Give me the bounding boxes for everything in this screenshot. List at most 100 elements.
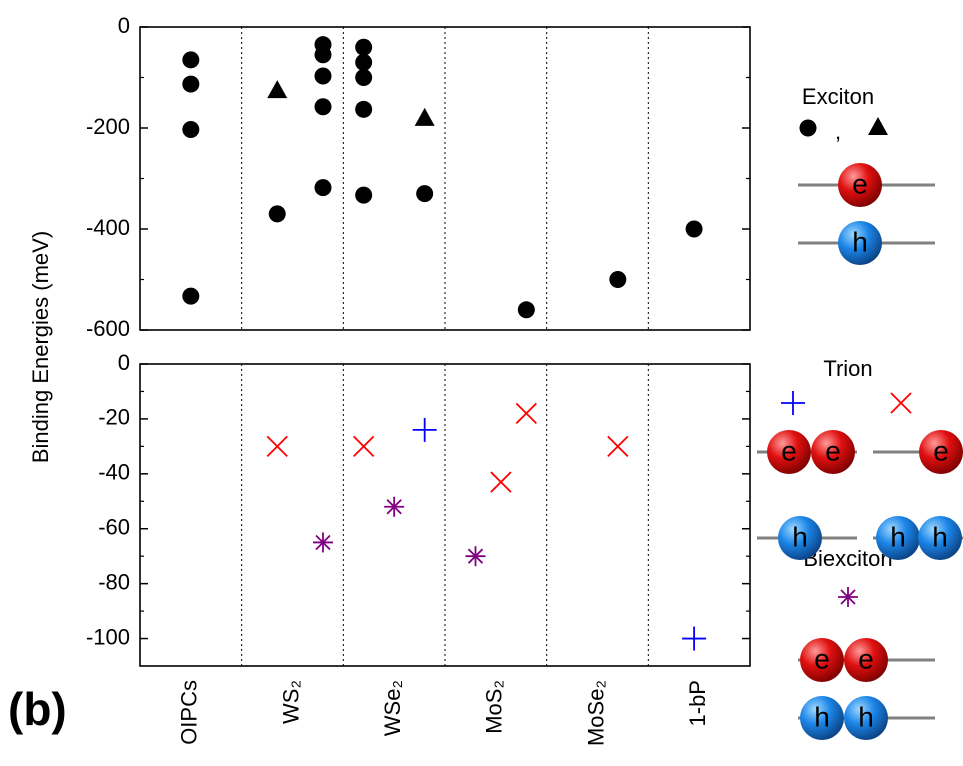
legend-title: Trion (823, 356, 872, 381)
marker (314, 179, 332, 197)
particle-label: e (814, 643, 830, 674)
marker (890, 392, 912, 414)
y-tick-label: -80 (98, 569, 130, 594)
particle (838, 163, 882, 207)
marker-dot (355, 186, 373, 204)
marker-stroke (467, 548, 484, 564)
particle-label: e (858, 643, 874, 674)
marker-dot (517, 301, 535, 319)
marker (182, 121, 200, 139)
marker (685, 220, 703, 238)
particle (919, 430, 963, 474)
x-tick-label: MoSe₂ (583, 680, 608, 746)
marker (355, 69, 373, 86)
marker-stroke (266, 435, 288, 458)
marker (384, 496, 405, 517)
marker (465, 546, 486, 567)
marker-dot (355, 53, 373, 71)
marker-dot (314, 98, 332, 116)
marker (182, 287, 200, 305)
marker-stroke (515, 402, 537, 425)
marker-dot (314, 179, 332, 197)
particle-label: h (852, 226, 868, 257)
y-tick-label: 0 (118, 13, 130, 38)
marker (355, 100, 373, 118)
y-tick-label: -400 (86, 215, 130, 240)
marker (182, 75, 200, 93)
particle (844, 696, 888, 740)
y-axis-label: Binding Energies (meV) (28, 231, 53, 463)
marker-dot (355, 100, 373, 118)
marker-stroke (315, 534, 331, 551)
x-tick-label: WS₂ (278, 680, 303, 724)
marker-dot (799, 119, 817, 137)
marker-dot (609, 271, 627, 288)
x-tick-label: MoS₂ (482, 680, 507, 734)
marker (412, 417, 437, 442)
particle-label: h (890, 521, 906, 552)
marker-dot (314, 67, 332, 85)
marker-stroke (353, 435, 375, 458)
particle (876, 516, 920, 560)
marker-stroke (386, 499, 402, 515)
particle (800, 696, 844, 740)
particle-label: h (814, 701, 830, 732)
plot-frame (139, 363, 751, 667)
particle-label: h (932, 521, 948, 552)
y-tick-label: -20 (98, 405, 130, 430)
marker (314, 46, 332, 64)
x-tick-label: 1-bP (685, 680, 710, 726)
marker (313, 532, 333, 553)
particle (918, 516, 962, 560)
marker-dot (355, 38, 373, 56)
plot-frame (139, 26, 751, 331)
y-tick-label: -600 (86, 316, 130, 341)
marker-stroke (890, 392, 912, 414)
legend-title: Exciton (802, 84, 874, 109)
marker-dot (268, 205, 286, 223)
marker (416, 185, 434, 203)
marker (682, 626, 707, 651)
particle-label: e (781, 435, 797, 466)
marker (414, 107, 435, 126)
particle (800, 638, 844, 682)
marker-dot (182, 121, 200, 139)
particle-label: e (825, 435, 841, 466)
marker (353, 435, 375, 458)
marker-dot (314, 46, 332, 64)
marker (517, 301, 535, 319)
particle-label: e (852, 168, 868, 199)
particle (778, 516, 822, 560)
marker (355, 38, 373, 56)
marker (355, 186, 373, 204)
marker-dot (182, 287, 200, 305)
marker (868, 117, 888, 135)
y-tick-label: -60 (98, 515, 130, 540)
marker (314, 98, 332, 116)
y-tick-label: 0 (118, 350, 130, 375)
particle (844, 638, 888, 682)
marker (182, 51, 200, 69)
marker (609, 271, 627, 288)
marker-dot (182, 75, 200, 93)
marker (515, 402, 537, 425)
marker (268, 205, 286, 223)
marker-dot (416, 185, 434, 203)
marker (607, 435, 629, 458)
marker (799, 119, 817, 137)
marker-stroke (490, 471, 512, 493)
marker-dot (685, 220, 703, 238)
marker (266, 435, 288, 458)
marker-tri (868, 117, 888, 135)
marker-stroke (840, 589, 856, 605)
panel-label: (b) (8, 683, 67, 735)
y-tick-label: -40 (98, 460, 130, 485)
particle-label: e (933, 435, 949, 466)
x-tick-label: OIPCs (177, 680, 202, 745)
x-tick-label: WSe₂ (380, 680, 405, 736)
marker (267, 80, 288, 99)
marker-tri (267, 80, 288, 99)
marker-stroke (607, 435, 629, 458)
